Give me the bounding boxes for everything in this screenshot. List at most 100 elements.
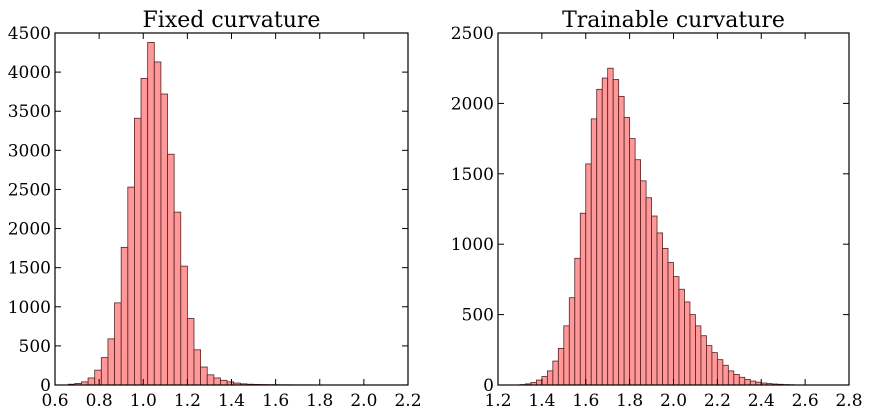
histogram-bar (634, 159, 641, 386)
histogram-bar (186, 318, 195, 386)
histogram-bar (596, 88, 603, 386)
histogram-bar (546, 370, 554, 386)
y-tick-label: 2500 (451, 24, 494, 44)
x-tick-label: 1.6 (262, 391, 289, 411)
y-tick-label: 0 (483, 376, 494, 396)
histogram-bar (716, 359, 724, 386)
histogram-bar (689, 314, 696, 386)
x-tick-label: 1.0 (130, 391, 157, 411)
x-tick-label: 1.8 (616, 391, 643, 411)
histogram-bar (585, 163, 592, 386)
histogram-bar (662, 248, 669, 386)
histogram-bar (574, 257, 581, 386)
histogram-bar (107, 338, 115, 386)
y-tick-label: 2000 (8, 220, 51, 240)
panel-fixed-curvature: Fixed curvature 0.6 0.8 1.0 1.2 1.4 1.6 1.8 2.0… (8, 8, 422, 411)
histogram-bar (656, 232, 663, 386)
histogram-bar (579, 212, 587, 386)
histogram-bar (552, 360, 559, 386)
panel-trainable-curvature: Trainable curvature 1.2 1.4 1.6 1.8 2.0 2.2 2.… (451, 8, 863, 411)
histogram-bar (727, 370, 735, 386)
histogram-bar (667, 262, 674, 386)
histogram-bar (140, 77, 149, 386)
x-tick-label: 2.8 (835, 391, 862, 411)
histogram-bar (213, 377, 221, 386)
histogram-bar (601, 77, 609, 386)
histogram-bar (568, 297, 576, 386)
histogram-bar (94, 369, 102, 386)
histogram-bar (180, 265, 188, 386)
x-tick-label: 2.6 (792, 391, 819, 411)
y-tick-label: 500 (462, 306, 494, 326)
y-tick-label: 1000 (8, 298, 51, 318)
histogram-bar (623, 117, 631, 386)
histogram-bar (744, 378, 751, 386)
histogram-bar (607, 67, 614, 386)
y-tick-label: 2000 (451, 94, 494, 114)
histogram-bar (695, 325, 702, 386)
histogram-bar (557, 347, 565, 386)
histogram-bar (206, 374, 215, 386)
histogram-bar (678, 288, 685, 386)
y-tick-label: 2500 (8, 180, 51, 200)
histogram-bar (220, 379, 228, 386)
x-tick-label: 2.0 (350, 391, 377, 411)
y-tick-label: 3000 (8, 141, 51, 161)
histogram-bar (640, 180, 647, 386)
x-tick-label: 1.8 (306, 391, 333, 411)
histogram-bar (160, 93, 168, 386)
histogram-bar (134, 117, 142, 386)
x-tick-label: 1.6 (572, 391, 599, 411)
histogram-bar (612, 79, 620, 386)
histogram-bar (711, 352, 718, 386)
histogram-bar (153, 61, 162, 386)
x-tick-label: 2.4 (748, 391, 775, 411)
histogram-bar (684, 301, 691, 386)
histogram-bar (618, 95, 625, 386)
histogram-bar (200, 366, 208, 386)
histogram-bar (722, 364, 729, 386)
x-tick-label: 1.2 (484, 391, 511, 411)
histogram-bar (114, 302, 122, 386)
plot-frame (54, 32, 409, 386)
histogram-bar (120, 246, 129, 386)
y-tick-label: 1500 (451, 165, 494, 185)
histogram-bar (87, 377, 96, 386)
y-tick-label: 0 (40, 376, 51, 396)
histogram-bar (100, 357, 109, 386)
chart-title: Fixed curvature (143, 8, 321, 33)
y-tick-label: 3500 (8, 102, 51, 122)
histogram-bar (590, 118, 598, 386)
x-tick-label: 1.4 (528, 391, 555, 411)
histogram-bar (738, 376, 746, 386)
histogram-bar (535, 379, 543, 386)
x-tick-label: 1.2 (174, 391, 201, 411)
x-tick-label: 2.2 (704, 391, 731, 411)
y-tick-label: 4000 (8, 63, 51, 83)
x-tick-label: 2.2 (394, 391, 421, 411)
histogram-bar (193, 349, 202, 386)
histogram-bar (733, 374, 740, 386)
histogram-bar (673, 276, 680, 386)
chart-title: Trainable curvature (562, 8, 785, 33)
histogram-bar (700, 335, 707, 386)
x-tick-label: 0.8 (86, 391, 113, 411)
histogram-bar (127, 186, 135, 386)
histogram-bars (67, 41, 367, 386)
histogram-bars (519, 67, 795, 386)
histogram-bar (563, 325, 570, 386)
y-tick-label: 500 (19, 337, 51, 357)
histogram-bar (541, 376, 548, 386)
histogram-bar (651, 215, 658, 386)
x-tick-label: 2.0 (660, 391, 687, 411)
x-tick-label: 1.4 (218, 391, 245, 411)
y-tick-label: 4500 (8, 24, 51, 44)
y-tick-label: 1000 (451, 235, 494, 255)
histogram-bar (173, 211, 182, 386)
histogram-bar (645, 197, 652, 386)
x-tick-label: 0.6 (41, 391, 68, 411)
histogram-bar (629, 138, 636, 386)
histogram-bar (147, 41, 155, 386)
histogram-bar (706, 345, 713, 386)
